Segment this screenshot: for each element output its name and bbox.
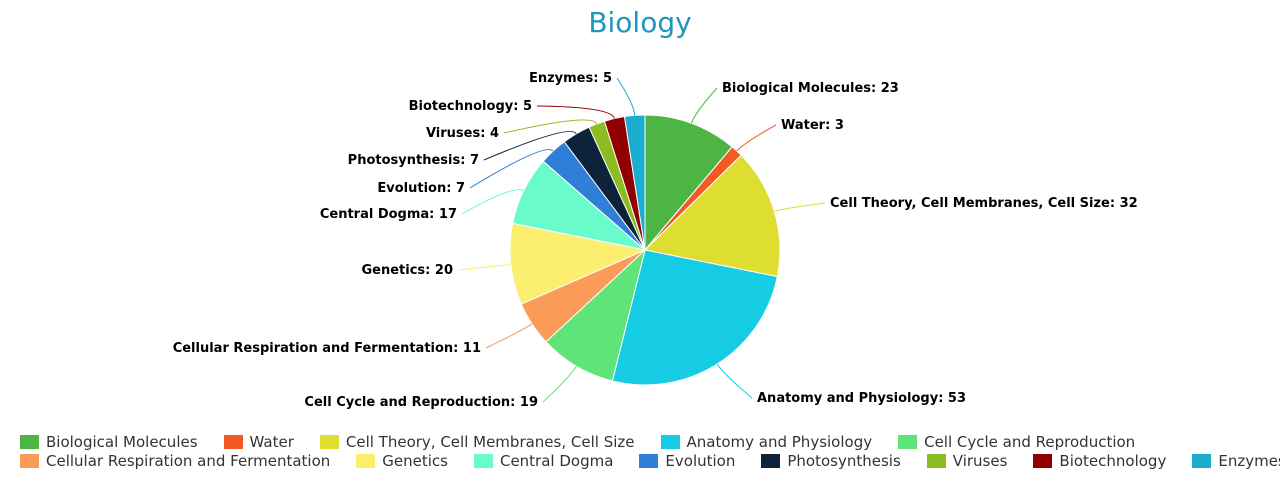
legend-item-biotechnology[interactable]: Biotechnology: [1033, 452, 1166, 470]
legend-swatch-cell-theory-cell-membranes-cell-size: [319, 434, 339, 449]
legend-label-anatomy-and-physiology: Anatomy and Physiology: [686, 432, 873, 451]
legend-label-central-dogma: Central Dogma: [499, 451, 614, 470]
legend-item-genetics[interactable]: Genetics: [356, 452, 448, 470]
legend-item-cell-cycle-and-reproduction[interactable]: Cell Cycle and Reproduction: [898, 433, 1135, 451]
data-label-enzymes: Enzymes: 5: [529, 71, 612, 86]
legend-swatch-cell-cycle-and-reproduction: [898, 434, 918, 449]
legend-label-cell-cycle-and-reproduction: Cell Cycle and Reproduction: [924, 432, 1136, 451]
legend-item-anatomy-and-physiology[interactable]: Anatomy and Physiology: [660, 432, 873, 451]
data-label-water: Water: 3: [781, 118, 844, 133]
data-label-cell-theory-cell-membranes-cell-size: Cell Theory, Cell Membranes, Cell Size: …: [830, 196, 1138, 211]
legend-label-biological-molecules: Biological Molecules: [46, 432, 198, 451]
legend-swatch-genetics: [356, 453, 376, 468]
legend-label-enzymes: Enzymes: [1218, 451, 1280, 470]
data-label-biological-molecules: Biological Molecules: 23: [722, 81, 899, 96]
connector-viruses: [503, 119, 598, 134]
pie-plot-area: Biological Molecules: 23 Water: 3 Cell The…: [173, 71, 1138, 410]
connector-photosynthesis: [483, 131, 577, 161]
data-label-cell-cycle-and-reproduction: Cell Cycle and Reproduction: 19: [304, 395, 538, 410]
connector-enzymes: [616, 77, 636, 116]
legend-item-central-dogma[interactable]: Central Dogma: [473, 451, 614, 470]
legend-item-photosynthesis[interactable]: Photosynthesis: [761, 451, 901, 470]
pie-slice-cell-cycle-and-reproduction[interactable]: [545, 248, 646, 382]
data-label-photosynthesis: Photosynthesis: 7: [348, 153, 479, 168]
connector-anatomy-and-physiology: [716, 363, 753, 399]
data-label-cellular-respiration-and-fermentation: Cellular Respiration and Fermentation: 1…: [173, 341, 481, 356]
legend-label-biotechnology: Biotechnology: [1059, 451, 1167, 470]
legend-row-2: Cellular Respiration and Fermentation Gen…: [20, 451, 1280, 470]
legend-swatch-evolution: [639, 453, 659, 468]
legend-item-water[interactable]: Water: [223, 432, 294, 451]
data-label-anatomy-and-physiology: Anatomy and Physiology: 53: [757, 391, 966, 406]
connector-genetics: [457, 263, 511, 271]
legend-item-cell-theory-cell-membranes-cell-size[interactable]: Cell Theory, Cell Membranes, Cell Size: [319, 432, 635, 451]
data-label-biotechnology: Biotechnology: 5: [409, 99, 532, 114]
legend-item-evolution[interactable]: Evolution: [639, 452, 735, 470]
legend-swatch-central-dogma: [473, 453, 493, 468]
legend-label-water: Water: [249, 432, 294, 451]
connector-evolution: [469, 149, 554, 189]
legend-item-viruses[interactable]: Viruses: [926, 451, 1008, 470]
data-label-viruses: Viruses: 4: [426, 126, 499, 141]
legend-item-enzymes[interactable]: Enzymes: [1192, 452, 1280, 470]
connector-water: [736, 124, 777, 152]
legend-swatch-anatomy-and-physiology: [660, 434, 680, 449]
legend-label-evolution: Evolution: [665, 451, 736, 470]
legend-swatch-biotechnology: [1033, 453, 1053, 468]
legend-item-cellular-respiration-and-fermentation[interactable]: Cellular Respiration and Fermentation: [20, 452, 330, 470]
pie-slice-enzymes[interactable]: [623, 114, 646, 251]
data-label-central-dogma: Central Dogma: 17: [320, 207, 457, 222]
connector-biotechnology: [536, 105, 615, 119]
connector-central-dogma: [461, 189, 525, 215]
legend-label-photosynthesis: Photosynthesis: [787, 451, 901, 470]
connector-biological-molecules: [690, 87, 718, 124]
chart-title: Biology: [588, 6, 692, 39]
pie-slice-biological-molecules[interactable]: [644, 114, 733, 252]
data-label-evolution: Evolution: 7: [377, 181, 465, 196]
connector-cell-cycle-and-reproduction: [542, 365, 577, 403]
legend-swatch-water: [223, 434, 243, 449]
legend-row-1: Biological Molecules Water Cell Theory, Ce…: [20, 432, 1270, 451]
pie-slice-anatomy-and-physiology[interactable]: [611, 249, 778, 386]
data-label-genetics: Genetics: 20: [362, 263, 454, 278]
legend-label-genetics: Genetics: [382, 451, 448, 470]
legend-swatch-photosynthesis: [761, 453, 781, 468]
legend-item-biological-molecules[interactable]: Biological Molecules: [20, 433, 198, 451]
connector-cellular-respiration-and-fermentation: [485, 323, 533, 349]
legend: Biological Molecules Water Cell Theory, Ce…: [20, 432, 1280, 470]
legend-swatch-enzymes: [1192, 453, 1212, 468]
legend-label-viruses: Viruses: [952, 451, 1008, 470]
legend-swatch-viruses: [926, 453, 946, 468]
legend-swatch-cellular-respiration-and-fermentation: [20, 453, 39, 468]
legend-swatch-biological-molecules: [20, 434, 39, 449]
connector-cell-theory-cell-membranes-cell-size: [774, 202, 826, 212]
legend-label-cell-theory-cell-membranes-cell-size: Cell Theory, Cell Membranes, Cell Size: [345, 432, 635, 451]
legend-label-cellular-respiration-and-fermentation: Cellular Respiration and Fermentation: [46, 451, 331, 470]
